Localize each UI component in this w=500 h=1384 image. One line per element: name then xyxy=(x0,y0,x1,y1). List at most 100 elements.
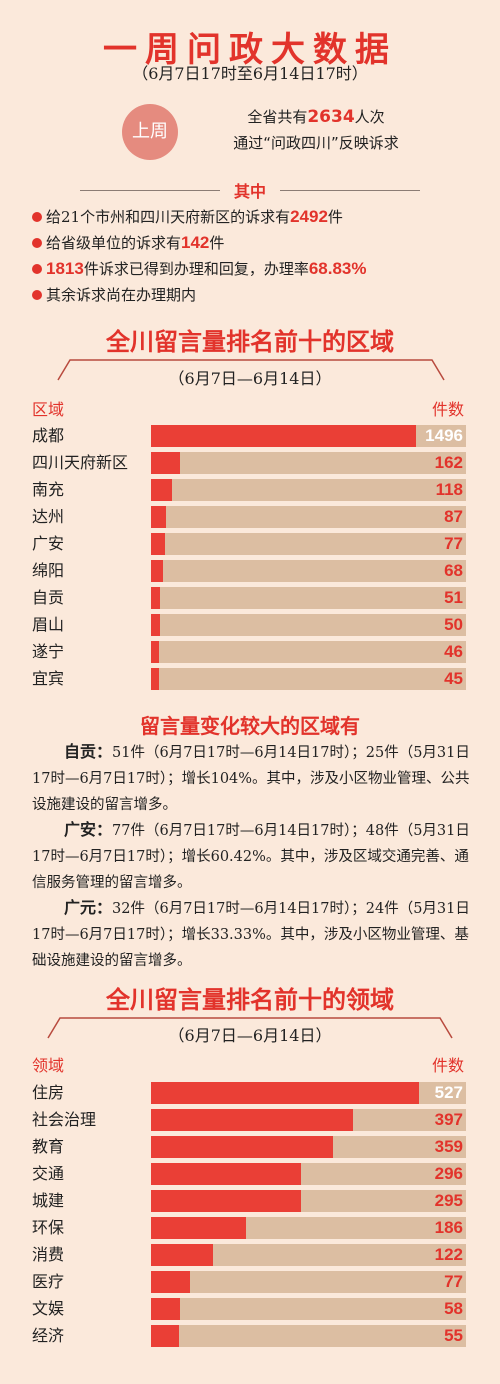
bar-track: 162 xyxy=(151,452,466,474)
change-region-text: 77件（6月7日17时—6月14日17时）；48件（5月31日17时—6月7日1… xyxy=(32,823,470,891)
bullet-dot-icon xyxy=(32,212,42,222)
bar xyxy=(151,425,416,447)
bar-value-label: 55 xyxy=(444,1326,463,1345)
bar-value-label: 359 xyxy=(434,1137,463,1156)
bar xyxy=(151,1190,301,1212)
bar xyxy=(151,1298,180,1320)
bar-track: 46 xyxy=(151,641,466,663)
bar xyxy=(151,1217,246,1239)
summary-pre: 全省共有 xyxy=(247,108,308,126)
bar-label: 环保 xyxy=(32,1218,65,1237)
bar-label: 城建 xyxy=(32,1191,65,1210)
bar xyxy=(151,668,159,690)
bar-value-label: 50 xyxy=(444,615,463,634)
bar-label: 广安 xyxy=(32,534,65,553)
count-column-header: 件数 xyxy=(431,1056,464,1075)
bullet-item: 给省级单位的诉求有142件 xyxy=(32,232,224,253)
bar-track: 51 xyxy=(151,587,466,609)
change-region-name: 广元： xyxy=(64,900,113,917)
bar-value-label: 58 xyxy=(444,1299,463,1318)
bullet-number: 142 xyxy=(181,233,210,252)
bar-label: 达州 xyxy=(32,507,65,526)
bar xyxy=(151,1082,419,1104)
bar-value-label: 296 xyxy=(434,1164,463,1183)
weekly-summary: 全省共有2634人次 通过“问政四川”反映诉求 xyxy=(196,104,436,156)
bar-track: 122 xyxy=(151,1244,466,1266)
bar-label: 绵阳 xyxy=(32,561,65,580)
bar-track: 359 xyxy=(151,1136,466,1158)
count-column-header: 件数 xyxy=(431,400,464,419)
region-ranking-title: 全川留言量排名前十的区域 xyxy=(106,328,394,356)
region-date-range: （6月7日—6月14日） xyxy=(168,369,332,388)
bar-label: 消费 xyxy=(32,1245,65,1264)
change-region-name: 自贡： xyxy=(64,744,113,761)
bullet-number: 2492 xyxy=(290,207,328,226)
field-title-bracket xyxy=(47,1017,453,1039)
bar xyxy=(151,452,180,474)
bar-track: 45 xyxy=(151,668,466,690)
bar-label: 医疗 xyxy=(32,1272,65,1291)
change-region-name: 广安： xyxy=(64,822,113,839)
bar xyxy=(151,1109,353,1131)
bar-track: 55 xyxy=(151,1325,466,1347)
bar xyxy=(151,560,163,582)
field-column-header: 领域 xyxy=(32,1056,65,1075)
bar-track: 118 xyxy=(151,479,466,501)
bar-track: 186 xyxy=(151,1217,466,1239)
bar-label: 南充 xyxy=(32,480,65,499)
bar-track: 295 xyxy=(151,1190,466,1212)
bar-value-label: 77 xyxy=(444,534,463,553)
bullet-item: 给21个市州和四川天府新区的诉求有2492件 xyxy=(32,206,343,227)
separator-line-left xyxy=(80,190,220,191)
bar xyxy=(151,479,172,501)
bar-track: 527 xyxy=(151,1082,466,1104)
summary-total: 2634 xyxy=(307,107,355,127)
bullet-text: 其余诉求尚在办理期内 xyxy=(46,286,197,304)
bar-value-label: 51 xyxy=(444,588,463,607)
change-paragraph: 广元：32件（6月7日17时—6月14日17时）；24件（5月31日17时—6月… xyxy=(32,896,472,974)
separator-line-right xyxy=(280,190,420,191)
bar-label: 住房 xyxy=(32,1083,65,1102)
page-title: 一周问政大数据 xyxy=(103,30,397,70)
bar-label: 自贡 xyxy=(32,588,65,607)
bar-value-label: 118 xyxy=(435,480,463,499)
separator-label: 其中 xyxy=(233,182,266,201)
bar-value-label: 122 xyxy=(434,1245,463,1264)
bar xyxy=(151,533,165,555)
bar-value-label: 295 xyxy=(434,1191,463,1210)
bar xyxy=(151,641,159,663)
bar-track: 50 xyxy=(151,614,466,636)
bar-value-label: 87 xyxy=(444,507,463,526)
bullet-item: 1813件诉求已得到办理和回复，办理率68.83% xyxy=(32,258,367,279)
bullet-dot-icon xyxy=(32,238,42,248)
bullet-text: 件 xyxy=(209,234,225,252)
bar-value-label: 68 xyxy=(444,561,463,580)
bar xyxy=(151,506,166,528)
bullet-item: 其余诉求尚在办理期内 xyxy=(32,284,196,305)
bar-value-label: 77 xyxy=(444,1272,463,1291)
field-ranking-title: 全川留言量排名前十的领域 xyxy=(106,986,394,1014)
bar xyxy=(151,614,160,636)
bar-track: 87 xyxy=(151,506,466,528)
change-region-text: 51件（6月7日17时—6月14日17时）；25件（5月31日17时—6月7日1… xyxy=(32,745,470,813)
bar-value-label: 186 xyxy=(434,1218,463,1237)
bullet-rate: 68.83% xyxy=(308,259,367,278)
bar-track: 77 xyxy=(151,533,466,555)
bar-label: 四川天府新区 xyxy=(32,453,129,472)
bar xyxy=(151,1271,190,1293)
bar-value-label: 46 xyxy=(444,642,463,661)
bar-label: 成都 xyxy=(32,426,65,445)
region-title-bracket xyxy=(57,359,445,381)
bar-track: 296 xyxy=(151,1163,466,1185)
bar-label: 交通 xyxy=(32,1164,65,1183)
bullet-dot-icon xyxy=(32,264,42,274)
bar-label: 遂宁 xyxy=(32,642,65,661)
bar-value-label: 1496 xyxy=(425,426,463,445)
change-paragraph: 广安：77件（6月7日17时—6月14日17时）；48件（5月31日17时—6月… xyxy=(32,818,472,896)
bar-label: 社会治理 xyxy=(32,1110,97,1129)
bullet-text: 件诉求已得到办理和回复，办理率 xyxy=(83,260,309,278)
bar-label: 文娱 xyxy=(32,1299,65,1318)
bar-track: 397 xyxy=(151,1109,466,1131)
bullet-text: 给省级单位的诉求有 xyxy=(46,234,182,252)
bar-value-label: 527 xyxy=(434,1083,463,1102)
